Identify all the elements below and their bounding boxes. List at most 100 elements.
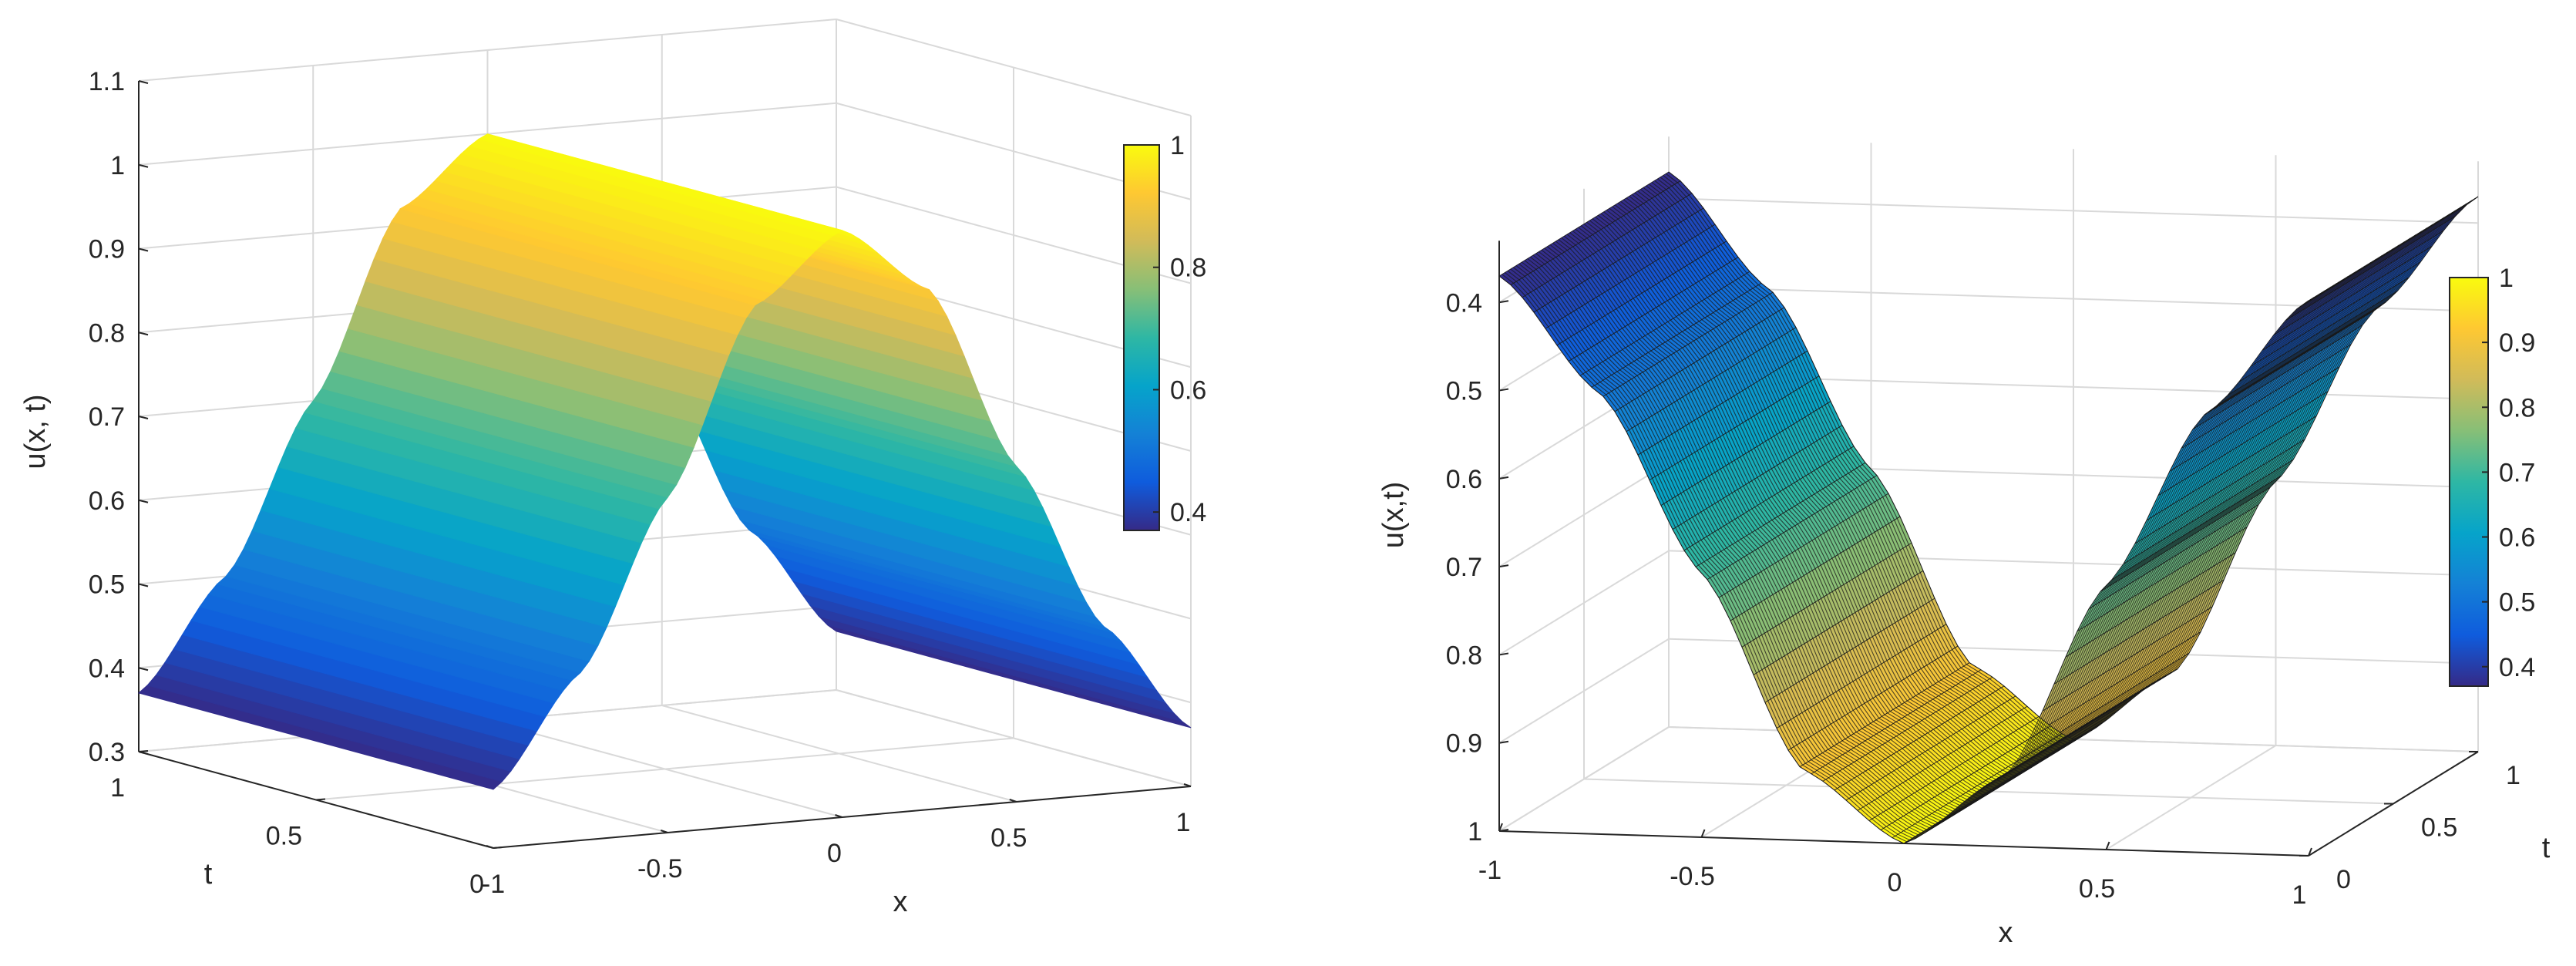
surface-plot-right: 0.4 0.5 0.6 0.7 0.8 0.9 1 -1 -0.5 0 0.5 … [1377, 136, 2551, 949]
mesh-line [1521, 261, 2332, 830]
mesh-line [1572, 231, 2383, 799]
mesh-line [1546, 246, 2357, 815]
mesh-line [1538, 251, 2349, 820]
x-tick-label: 0 [827, 839, 842, 868]
z-tick-label: 0.9 [1446, 729, 1482, 759]
mesh-line [1668, 171, 2479, 740]
z-tick-label: 0.8 [89, 318, 125, 348]
x-tick-label: 1 [1176, 808, 1191, 837]
x-tick-label: 0.5 [990, 823, 1027, 853]
z-tick-label: 0.8 [1446, 641, 1482, 670]
mesh-line [1552, 242, 2363, 811]
z-tick-label: 1 [110, 151, 125, 180]
z-tick-label: 0.9 [89, 235, 125, 264]
mesh-line [1609, 207, 2420, 776]
plot-left-axes [138, 80, 1192, 849]
mesh-line [1558, 239, 2369, 808]
mesh-line [1660, 177, 2470, 746]
mesh-line [1578, 227, 2389, 796]
surface-mesh [1498, 171, 2479, 844]
t-tick-label: 1 [110, 773, 125, 803]
mesh-line [1614, 204, 2425, 773]
mesh-line [1575, 228, 2386, 797]
mesh-line [1654, 180, 2465, 749]
mesh-line [1612, 206, 2423, 775]
mesh-line [1665, 173, 2476, 742]
plot-right-x-ticks: -1 -0.5 0 0.5 1 [1478, 856, 2307, 910]
mesh-line [1541, 249, 2352, 818]
z-tick-label: 0.6 [89, 486, 125, 516]
colorbar-tick-label: 0.6 [2499, 523, 2535, 553]
t-tick-label: 0 [2336, 865, 2351, 894]
mesh-line [1549, 244, 2360, 813]
t-tick-label: 0.5 [2421, 813, 2457, 843]
mesh-line [1518, 263, 2329, 832]
colorbar-tick-label: 0.8 [2499, 393, 2535, 422]
z-axis-label: u(x, t) [19, 394, 52, 469]
plot-left-surface [137, 133, 1192, 790]
mesh-line [1527, 258, 2338, 827]
plot-right-z-ticks: 0.4 0.5 0.6 0.7 0.8 0.9 1 [1446, 288, 1482, 847]
x-axis-label: x [893, 886, 908, 918]
colorbar-gradient [2449, 277, 2489, 687]
mesh-line [1498, 275, 2309, 844]
x-tick-label: -1 [482, 870, 505, 899]
colorbar-tick-label: 0.8 [1170, 254, 1206, 283]
mesh-line [1532, 254, 2343, 823]
x-tick-label: -1 [1478, 856, 1502, 885]
mesh-line [1529, 256, 2340, 825]
mesh-line [1623, 199, 2433, 768]
z-tick-label: 0.4 [89, 654, 125, 683]
mesh-line [1597, 214, 2408, 783]
mesh-line [1507, 270, 2318, 839]
mesh-line [1620, 200, 2431, 769]
mesh-line [1600, 213, 2411, 782]
x-tick-label: -0.5 [1670, 862, 1715, 891]
mesh-line [1512, 267, 2323, 836]
z-tick-label: 0.4 [1446, 288, 1482, 318]
colorbar-tick-label: 0.5 [2499, 588, 2535, 618]
mesh-line [1663, 175, 2473, 744]
mesh-line [1569, 232, 2380, 801]
mesh-line [1595, 217, 2406, 786]
x-tick-label: 0.5 [2079, 874, 2115, 904]
mesh-line [1603, 211, 2414, 780]
z-tick-label: 0.3 [89, 738, 125, 767]
x-tick-label: 1 [2292, 880, 2307, 910]
colorbar-left: 0.4 0.6 0.8 1 [1123, 131, 1206, 531]
mesh-line [1656, 178, 2467, 747]
mesh-line [1583, 224, 2394, 793]
colorbar-tick-label: 0.4 [1170, 498, 1206, 527]
mesh-line [1639, 189, 2450, 758]
mesh-line [1504, 272, 2315, 841]
mesh-line [1555, 241, 2366, 809]
mesh-line [1626, 197, 2436, 766]
colorbar-tick-label: 0.6 [1170, 375, 1206, 405]
z-tick-label: 0.5 [89, 571, 125, 600]
mesh-line [1561, 237, 2372, 806]
mesh-line [1631, 194, 2442, 762]
plot-left-z-ticks: 0.3 0.4 0.5 0.6 0.7 0.8 0.9 1 1.1 [89, 67, 125, 767]
mesh-line [1544, 247, 2355, 816]
mesh-line [1566, 234, 2377, 803]
surface-plot-left: 0.3 0.4 0.5 0.6 0.7 0.8 0.9 1 1.1 -1 -0.… [19, 19, 1206, 918]
mesh-line [1643, 187, 2453, 756]
colorbar-gradient [1123, 144, 1160, 531]
colorbar-tick-label: 0.7 [2499, 458, 2535, 487]
t-tick-label: 1 [2506, 761, 2521, 790]
colorbar-tick-label: 1 [1170, 131, 1185, 160]
mesh-line [1515, 265, 2326, 834]
colorbar-tick-label: 0.4 [2499, 653, 2535, 682]
mesh-line [1617, 203, 2428, 772]
t-axis-label: t [204, 858, 213, 890]
t-tick-label: 0 [469, 870, 484, 899]
z-tick-label: 1 [1468, 817, 1482, 847]
colorbar-tick-label: 0.9 [2499, 328, 2535, 358]
mesh-line [1535, 253, 2346, 822]
mesh-line [1524, 260, 2335, 829]
mesh-line [1606, 210, 2416, 779]
mesh-line [1586, 221, 2397, 790]
mesh-line [1637, 190, 2448, 759]
z-tick-label: 0.5 [1446, 377, 1482, 406]
